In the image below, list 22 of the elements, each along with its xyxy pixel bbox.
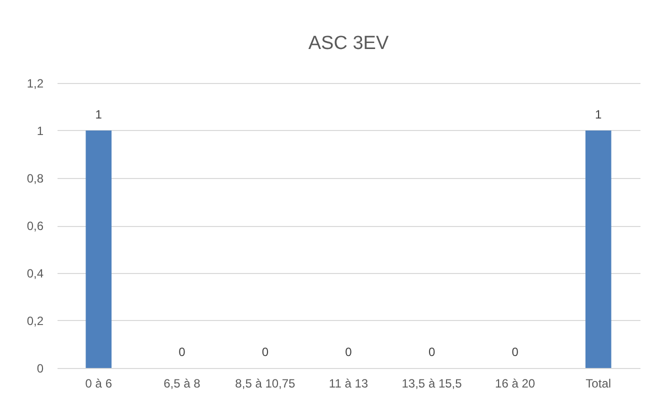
data-label: 0 <box>178 345 186 359</box>
x-tick-label: 16 à 20 <box>495 376 536 390</box>
x-tick-label: 13,5 à 15,5 <box>402 376 462 390</box>
data-label: 0 <box>512 345 519 359</box>
x-tick-label: 0 à 6 <box>85 376 112 390</box>
data-label: 1 <box>95 108 102 122</box>
x-tick-label: 11 à 13 <box>328 376 368 390</box>
y-tick-label: 0,6 <box>26 219 44 233</box>
x-tick-label: 8,5 à 10,75 <box>235 376 296 390</box>
chart-title: ASC 3EV <box>308 33 389 54</box>
data-label: 0 <box>345 345 352 359</box>
y-tick-label: 0,4 <box>26 266 44 280</box>
data-label: 1 <box>595 108 602 122</box>
y-tick-label: 0,2 <box>26 314 44 328</box>
data-label: 0 <box>428 345 436 359</box>
data-label: 0 <box>262 345 269 359</box>
x-tick-label: Total <box>586 376 612 390</box>
y-tick-label: 1 <box>36 124 44 138</box>
x-tick-label: 6,5 à 8 <box>164 376 201 390</box>
y-tick-label: 1,2 <box>26 76 44 90</box>
y-tick-label: 0,8 <box>26 172 44 186</box>
y-tick-label: 0 <box>36 362 44 376</box>
